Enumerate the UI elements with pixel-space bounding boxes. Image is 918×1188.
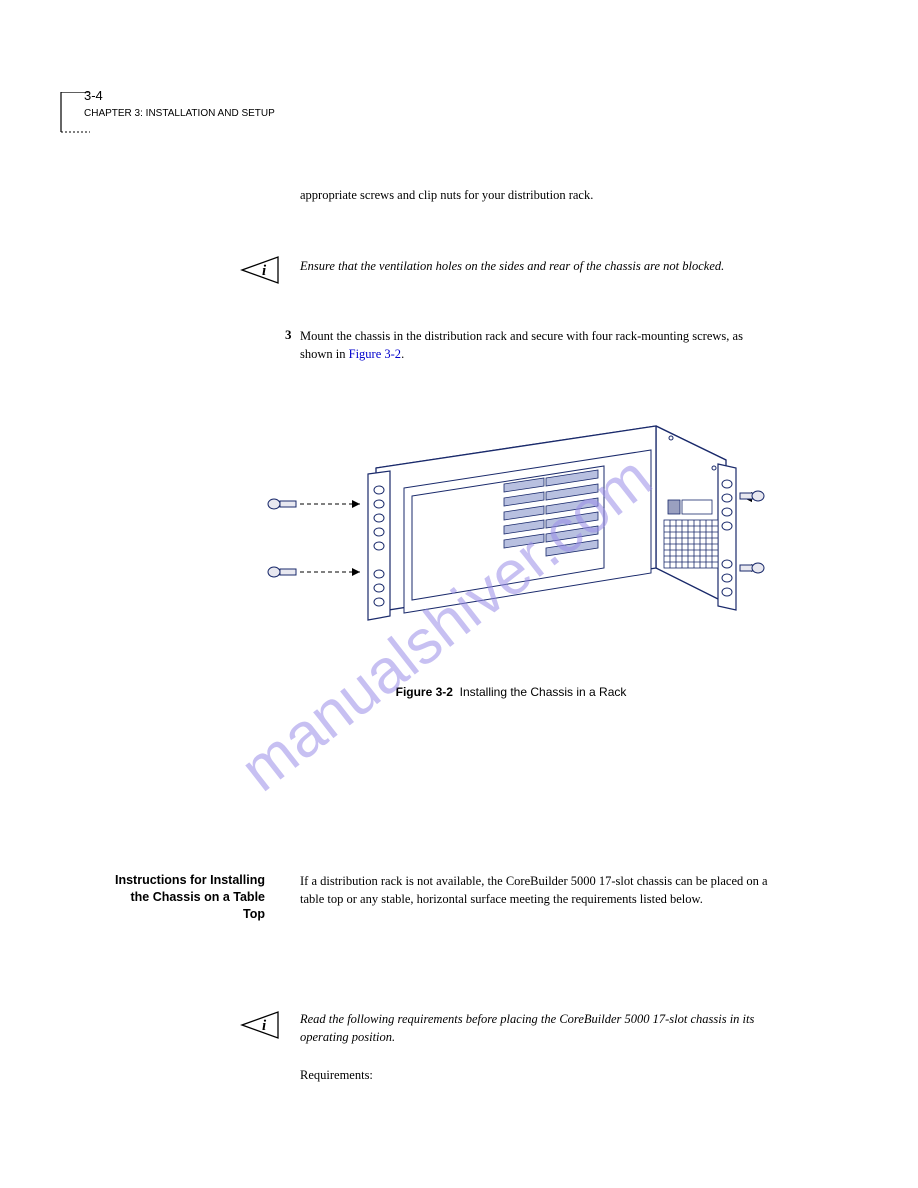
section-heading-table-top: Instructions for Installing the Chassis … [110, 872, 265, 923]
right-mounting-hardware [740, 491, 764, 573]
mounting-screw-left-top [268, 499, 360, 509]
svg-text:i: i [262, 1018, 267, 1034]
figure-title: Installing the Chassis in a Rack [460, 685, 627, 699]
info-note-1: Ensure that the ventilation holes on the… [300, 257, 770, 275]
paragraph-continuation: appropriate screws and clip nuts for you… [300, 186, 770, 204]
svg-text:i: i [262, 263, 267, 279]
step-3-text-c: . [401, 347, 404, 361]
info-icon: i [240, 255, 280, 285]
figure-3-2-link[interactable]: Figure 3-2 [349, 347, 401, 361]
page-number: 3-4 [84, 88, 103, 103]
figure-caption: Figure 3-2 Installing the Chassis in a R… [256, 685, 766, 699]
chapter-running-head: CHAPTER 3: INSTALLATION AND SETUP [84, 108, 275, 119]
step-number-3: 3 [285, 327, 292, 343]
figure-label: Figure 3-2 [396, 685, 453, 699]
figure-3-2: Figure 3-2 Installing the Chassis in a R… [256, 408, 766, 699]
step-3-text-a: Mount the chassis in the distribution ra… [300, 329, 588, 343]
mounting-screw-left-bottom [268, 567, 360, 577]
info-icon: i [240, 1010, 280, 1040]
step-3-text: Mount the chassis in the distribution ra… [300, 327, 770, 363]
info-note-2a: Read the following requirements before p… [300, 1010, 770, 1046]
requirements-label: Requirements: [300, 1066, 770, 1084]
section-intro: If a distribution rack is not available,… [300, 872, 770, 908]
chassis-rack-diagram [256, 408, 766, 668]
